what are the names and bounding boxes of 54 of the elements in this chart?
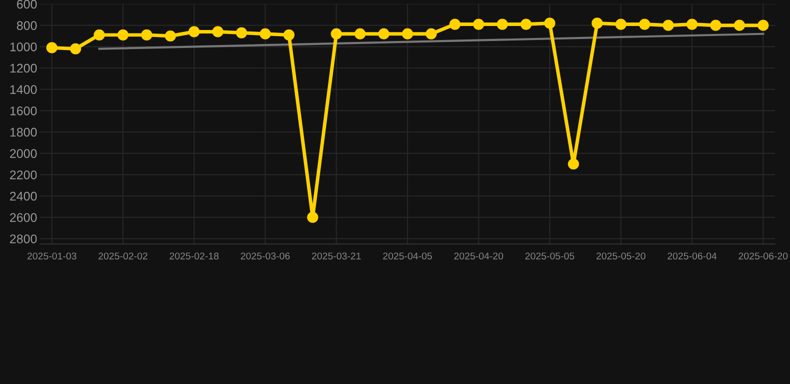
y-tick-label: 1000: [10, 42, 37, 52]
point: [496, 18, 508, 30]
point: [212, 26, 224, 38]
y-tick-label: 600: [17, 0, 37, 9]
y-tick-label: 800: [16, 21, 37, 30]
y-tick-label: 1600: [10, 106, 37, 116]
point: [734, 20, 745, 31]
x-tick-label: 2025-05-20: [596, 252, 646, 260]
point: [188, 26, 200, 38]
x-tick-label: 2025-03-21: [312, 252, 361, 260]
x-tick-label: 2025-04-05: [383, 252, 432, 260]
point: [568, 158, 580, 170]
x-tick-label: 2025-02-18: [170, 252, 219, 260]
point: [758, 20, 769, 31]
y-tick-label: 2200: [10, 170, 37, 180]
x-tick-label: 2025-03-06: [240, 252, 290, 260]
point: [378, 28, 390, 40]
point: [283, 29, 295, 40]
point: [615, 18, 626, 30]
point: [330, 28, 342, 40]
y-tick-label: 2800: [10, 234, 37, 244]
point: [46, 42, 58, 54]
x-tick-label: 2025-04-20: [454, 252, 504, 260]
point: [686, 18, 698, 30]
point: [662, 20, 674, 31]
x-tick-label: 2025-05-05: [525, 252, 574, 260]
point: [141, 29, 152, 40]
point: [473, 18, 484, 30]
point: [117, 29, 129, 40]
point: [520, 18, 532, 30]
y-tick-label: 2600: [10, 213, 37, 222]
point: [307, 212, 318, 223]
x-tick-label: 2025-06-20: [738, 252, 788, 260]
point: [639, 18, 650, 30]
point: [354, 28, 366, 40]
point: [449, 18, 460, 30]
x-tick-label: 2025-01-03: [27, 252, 76, 260]
y-tick-label: 1200: [10, 64, 37, 73]
point: [426, 28, 437, 40]
point: [710, 20, 722, 31]
point: [94, 29, 105, 40]
point: [402, 28, 414, 40]
y-tick-label: 1800: [10, 128, 37, 137]
point: [544, 18, 556, 29]
point: [592, 18, 603, 29]
y-tick-label: 2400: [10, 192, 37, 201]
y-tick-label: 1400: [10, 85, 37, 94]
y-tick-label: 2000: [10, 149, 37, 158]
point: [236, 27, 248, 38]
point: [164, 30, 176, 42]
point: [70, 43, 82, 54]
point: [260, 28, 271, 40]
x-tick-label: 2025-02-02: [98, 252, 148, 260]
x-tick-label: 2025-06-04: [668, 252, 717, 260]
